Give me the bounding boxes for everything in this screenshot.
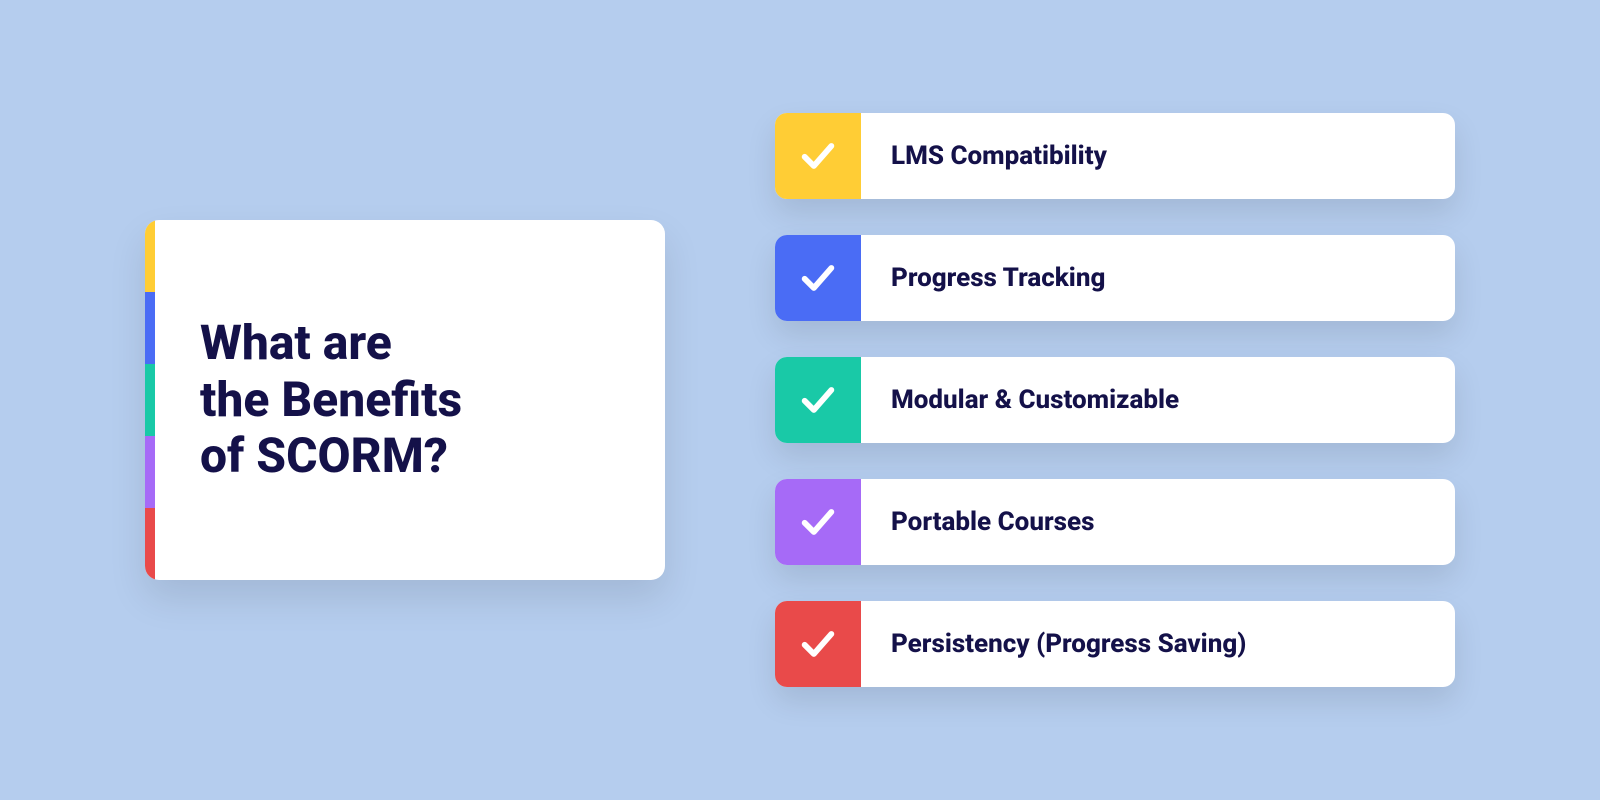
check-icon (775, 601, 861, 687)
benefit-row: Modular & Customizable (775, 357, 1455, 443)
title-text: What are the Benefits of SCORM? (200, 315, 462, 485)
title-stripe-3 (145, 436, 155, 508)
benefit-row: LMS Compatibility (775, 113, 1455, 199)
benefit-label: Progress Tracking (861, 263, 1105, 293)
title-stripe-2 (145, 364, 155, 436)
check-icon (775, 113, 861, 199)
benefit-label: LMS Compatibility (861, 141, 1107, 171)
benefit-row: Progress Tracking (775, 235, 1455, 321)
benefit-row: Portable Courses (775, 479, 1455, 565)
title-stripe-1 (145, 292, 155, 364)
benefit-label: Modular & Customizable (861, 385, 1179, 415)
benefits-list: LMS Compatibility Progress Tracking Modu… (775, 113, 1455, 687)
check-icon (775, 479, 861, 565)
title-stripe-group (145, 220, 155, 580)
benefit-label: Persistency (Progress Saving) (861, 629, 1246, 659)
title-line-1: the Benefits (200, 371, 462, 428)
benefit-row: Persistency (Progress Saving) (775, 601, 1455, 687)
title-line-0: What are (200, 314, 392, 371)
check-icon (775, 235, 861, 321)
title-card: What are the Benefits of SCORM? (145, 220, 665, 580)
title-stripe-0 (145, 220, 155, 292)
title-line-2: of SCORM? (200, 427, 448, 484)
check-icon (775, 357, 861, 443)
benefit-label: Portable Courses (861, 507, 1094, 537)
title-stripe-4 (145, 508, 155, 580)
